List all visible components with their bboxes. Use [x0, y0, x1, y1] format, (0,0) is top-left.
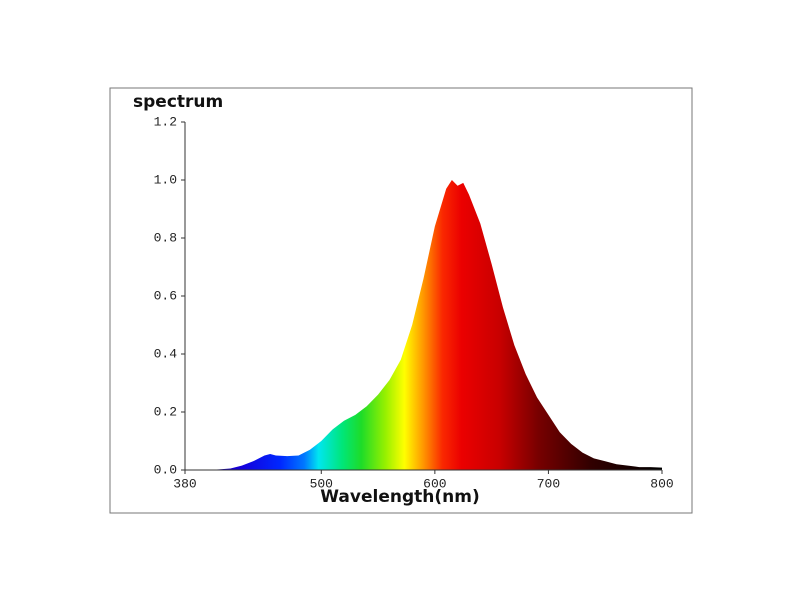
x-tick-label: 600	[423, 476, 446, 491]
y-tick-label: 0.2	[154, 404, 177, 419]
x-tick-label: 800	[650, 476, 673, 491]
chart-title: spectrum	[133, 92, 223, 112]
y-tick-label: 0.6	[154, 288, 177, 303]
y-tick-label: 0.8	[154, 230, 177, 245]
spectrum-area	[185, 180, 662, 470]
frame	[109, 87, 693, 514]
y-tick-label: 0.0	[154, 462, 177, 477]
x-tick-label: 500	[310, 476, 333, 491]
y-tick-label: 1.2	[154, 114, 177, 129]
y-tick-label: 1.0	[154, 172, 177, 187]
x-tick-label: 380	[173, 476, 196, 491]
y-tick-label: 0.4	[154, 346, 178, 361]
x-axis-label: Wavelength(nm)	[320, 487, 479, 507]
x-tick-label: 700	[537, 476, 560, 491]
